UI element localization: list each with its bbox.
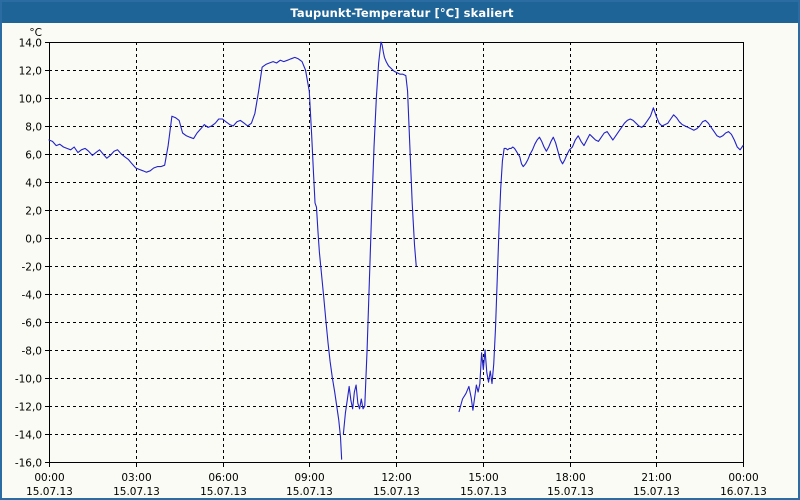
y-tick-label: -4,0 (22, 290, 43, 302)
x-tick-label-time: 09:00 (294, 472, 324, 484)
x-tick-label-time: 06:00 (208, 472, 238, 484)
x-tick-label-date: 15.07.13 (200, 486, 247, 498)
x-tick-label-date: 15.07.13 (547, 486, 594, 498)
dewpoint-temperature-line-chart: 14,0 12,0 10,0 8,0 6,0 4,0 2,0 0,0 -2,0 -4,0 -6,0 -… (15, 27, 767, 498)
y-axis-unit-text: °C (29, 27, 42, 39)
y-tick-label: -12,0 (15, 402, 42, 414)
y-axis-unit-label: °C (29, 27, 42, 39)
x-tick-label-time: 18:00 (555, 472, 585, 484)
y-tick-label: 8,0 (25, 122, 42, 134)
y-tick-label: 4,0 (25, 178, 42, 190)
data-series-line (48, 56, 343, 460)
x-axis-tick-labels: 00:00 15.07.13 03:00 15.07.13 06:00 15.07.13 0… (26, 472, 767, 498)
x-tick-label-time: 03:00 (121, 472, 151, 484)
x-tick-label-date: 15.07.13 (373, 486, 420, 498)
y-tick-label: -10,0 (15, 374, 42, 386)
y-tick-label: 0,0 (25, 234, 42, 246)
x-tick-label-date: 16.07.13 (720, 486, 767, 498)
x-tick-label-time: 00:00 (34, 472, 64, 484)
y-tick-label: 10,0 (19, 94, 42, 106)
x-tick-label-time: 00:00 (728, 472, 758, 484)
data-series-line (342, 41, 417, 435)
chart-canvas: 14,0 12,0 10,0 8,0 6,0 4,0 2,0 0,0 -2,0 -4,0 -6,0 -… (2, 23, 798, 498)
y-tick-label: 12,0 (19, 66, 42, 78)
page-title: Taupunkt-Temperatur [°C] skaliert (290, 5, 514, 20)
x-tick-label-date: 15.07.13 (26, 486, 73, 498)
x-tick-label-date: 15.07.13 (633, 486, 680, 498)
y-tick-label: -8,0 (22, 346, 43, 358)
y-tick-label: -2,0 (22, 262, 43, 274)
x-tick-label-date: 15.07.13 (113, 486, 160, 498)
y-tick-label: 14,0 (19, 38, 42, 50)
y-tick-label: 2,0 (25, 206, 42, 218)
y-tick-label: -16,0 (15, 458, 42, 470)
vertical-gridlines (136, 42, 657, 462)
window-title-bar: Taupunkt-Temperatur [°C] skaliert (2, 2, 798, 23)
y-tick-label: 6,0 (25, 150, 42, 162)
x-tick-label-time: 21:00 (641, 472, 671, 484)
x-axis-ticks (49, 462, 744, 467)
data-series-line (458, 107, 744, 413)
y-axis-tick-labels: 14,0 12,0 10,0 8,0 6,0 4,0 2,0 0,0 -2,0 -4,0 -6,0 -… (15, 38, 42, 470)
x-tick-label-date: 15.07.13 (460, 486, 507, 498)
x-tick-label-date: 15.07.13 (286, 486, 333, 498)
x-tick-label-time: 15:00 (468, 472, 498, 484)
y-tick-label: -14,0 (15, 430, 42, 442)
y-tick-label: -6,0 (22, 318, 43, 330)
y-axis-ticks (45, 42, 49, 463)
data-series-group (48, 41, 744, 460)
x-tick-label-time: 12:00 (381, 472, 411, 484)
